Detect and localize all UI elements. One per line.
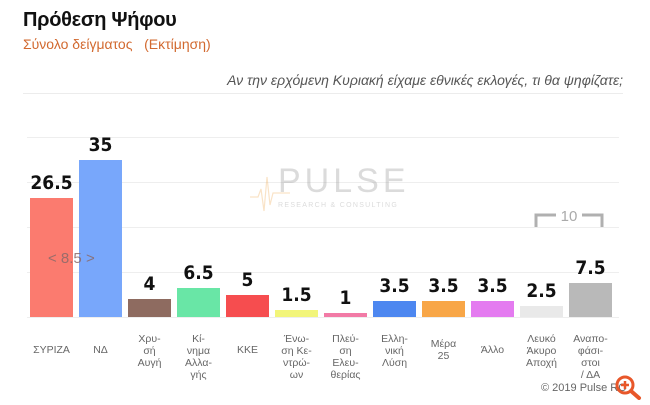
- chart-subtitle: Σύνολο δείγματος (Εκτίμηση): [23, 36, 211, 52]
- category-label: Ελλη- νική Λύση: [381, 333, 408, 369]
- bar-value-label: 1.5: [281, 284, 312, 307]
- gridline: [27, 182, 619, 183]
- bar: [79, 159, 122, 317]
- category-label: Μέρα 25: [430, 338, 457, 362]
- gap-annotation: < 8.5 >: [48, 250, 95, 267]
- bar: [275, 310, 318, 317]
- bar-value-label: 3.5: [428, 275, 459, 298]
- gridline: [27, 227, 619, 228]
- category-label: Λευκό Άκυρο Αποχή: [525, 333, 557, 369]
- category-label: Άλλο: [480, 344, 505, 356]
- bar: [226, 294, 269, 317]
- bar-value-label: 35: [88, 133, 113, 156]
- category-label: Αναπο- φάσι- στοι / ΔΑ: [573, 333, 608, 381]
- bar-value-label: 5: [241, 268, 254, 291]
- bar: [373, 301, 416, 317]
- category-label: Πλεύ- ση Ελευ- θερίας: [330, 333, 361, 381]
- bar-value-label: 7.5: [575, 257, 606, 280]
- category-label: ΝΔ: [93, 344, 108, 356]
- bar: [422, 301, 465, 317]
- bar: [324, 312, 367, 317]
- bar: [471, 301, 514, 317]
- watermark-tagline: RESEARCH & CONSULTING: [278, 202, 399, 209]
- bar-value-label: 6.5: [183, 261, 214, 284]
- question-divider: [23, 93, 623, 94]
- survey-question: Αν την ερχόμενη Κυριακή είχαμε εθνικές ε…: [227, 72, 623, 88]
- bar-value-label: 3.5: [477, 275, 508, 298]
- pulse-line-icon: [250, 176, 290, 212]
- watermark: PULSE RESEARCH & CONSULTING: [250, 162, 410, 212]
- category-label: Κί- νημα Αλλα- γής: [185, 333, 212, 381]
- bar-value-label: 2.5: [526, 279, 557, 302]
- bar: [128, 299, 171, 317]
- bar: [569, 283, 612, 317]
- bracket-icon: [534, 213, 604, 227]
- bar-value-label: 26.5: [30, 171, 73, 194]
- bracket-label: 10: [560, 208, 578, 225]
- bracket-annotation: 10: [534, 208, 604, 229]
- category-label: ΚΚΕ: [236, 344, 258, 356]
- copyright: © 2019 Pulse RC: [541, 382, 627, 394]
- zoom-in-icon[interactable]: [614, 374, 644, 400]
- chart-title: Πρόθεση Ψήφου: [23, 9, 177, 31]
- category-label: Ένω- ση Κε- ντρώ- ων: [281, 333, 312, 381]
- bar: [177, 287, 220, 317]
- gridline: [27, 317, 619, 318]
- category-label: Χρυ- σή Αυγή: [137, 333, 162, 369]
- bar-value-label: 3.5: [379, 275, 410, 298]
- gridline: [27, 137, 619, 138]
- bar: [520, 305, 563, 317]
- bar: [30, 197, 73, 317]
- bar-value-label: 4: [143, 273, 156, 295]
- bar-value-label: 1: [339, 286, 352, 309]
- category-label: ΣΥΡΙΖΑ: [33, 344, 70, 356]
- gridline: [27, 272, 619, 273]
- watermark-logo-text: PULSE: [278, 162, 410, 200]
